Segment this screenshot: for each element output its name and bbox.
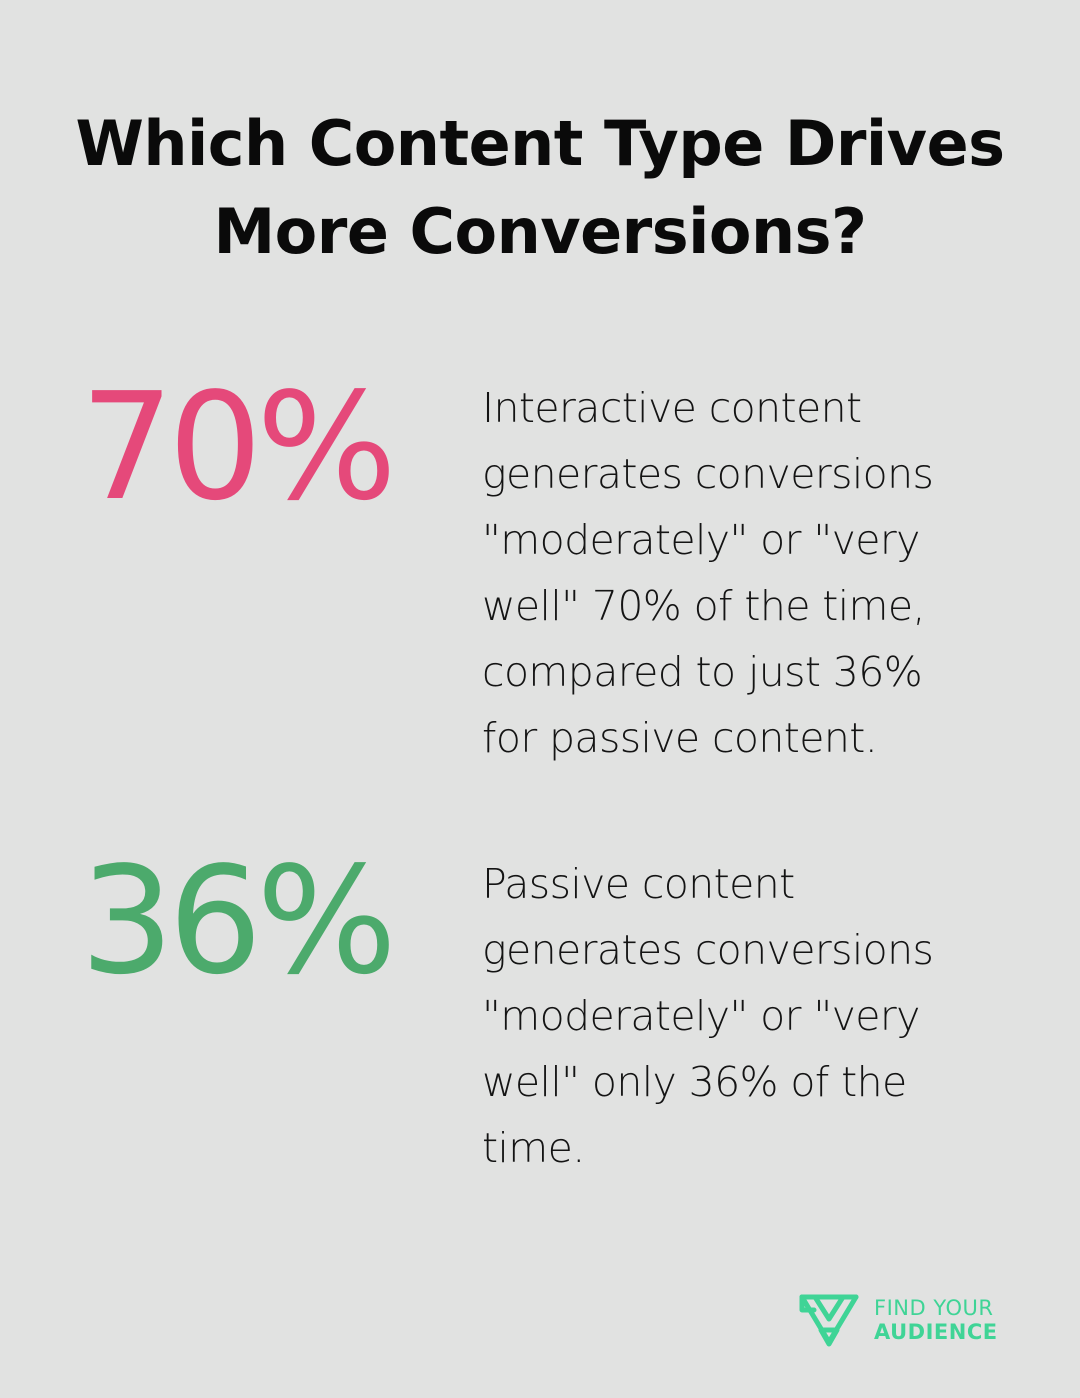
triangle-logo-icon [799, 1294, 859, 1347]
description-line: for passive content. [482, 714, 878, 762]
title-line-2: More Conversions? [213, 195, 867, 268]
description-line: "moderately" or "very [482, 992, 920, 1040]
description-line: generates conversions [482, 926, 934, 974]
description-line: "moderately" or "very [482, 516, 920, 564]
brand-name-line-1: FIND YOUR [874, 1296, 994, 1320]
description-line: time. [482, 1124, 585, 1172]
page-title: Which Content Type Drives More Conversio… [0, 100, 1080, 276]
stat-value-passive: 36% [80, 835, 397, 1007]
description-line: generates conversions [482, 450, 934, 498]
description-line: Passive content [482, 860, 795, 908]
description-line: Interactive content [482, 384, 862, 432]
brand-name: FIND YOUR AUDIENCE [874, 1296, 998, 1344]
description-line: compared to just 36% [482, 648, 923, 696]
stat-description-passive: Passive content generates conversions "m… [482, 851, 1042, 1181]
stat-value-interactive: 70% [80, 361, 397, 533]
description-line: well" 70% of the time, [482, 582, 926, 630]
stat-description-interactive: Interactive content generates conversion… [482, 375, 1042, 771]
brand-name-line-2: AUDIENCE [874, 1320, 998, 1344]
description-line: well" only 36% of the [482, 1058, 907, 1106]
title-line-1: Which Content Type Drives [75, 107, 1005, 180]
brand-logo: FIND YOUR AUDIENCE [798, 1292, 998, 1348]
